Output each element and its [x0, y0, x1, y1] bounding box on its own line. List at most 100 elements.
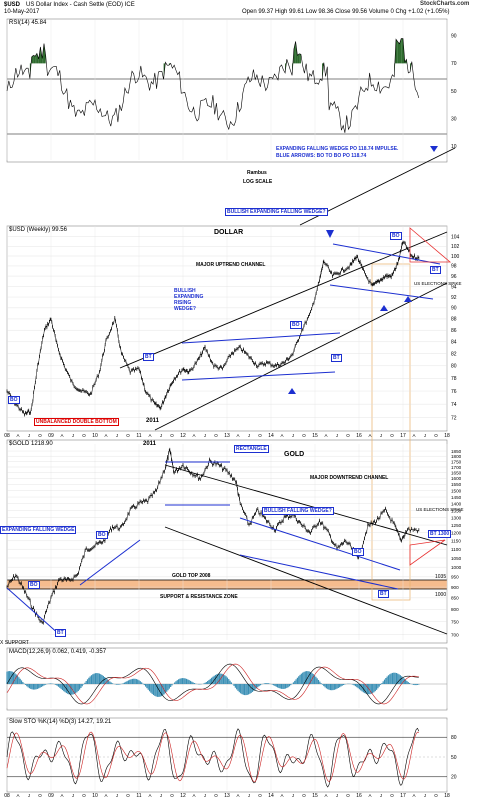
usd-x-tick: J: [72, 433, 74, 438]
usd-y-tick: 84: [451, 340, 457, 346]
us-elections-label: US ELECTIONS SPIKE: [414, 281, 462, 286]
rsi-overbought-fill: [297, 53, 300, 64]
rsi-overbought-fill: [399, 38, 402, 64]
usd-x-tick: A: [192, 433, 195, 438]
gold-y-tick: 900: [451, 585, 459, 590]
blue-arrow-up-usd-1: [288, 388, 296, 394]
rectangle-label: RECTANGLE: [234, 445, 269, 453]
header-ohlc: Open 99.37 High 99.61 Low 98.36 Close 99…: [242, 9, 450, 15]
usd-y-tick: 104: [451, 235, 460, 241]
x-support-label: X SUPPORT: [0, 640, 29, 646]
usd-y-tick: 86: [451, 328, 457, 334]
author-label: Rambus: [247, 170, 267, 176]
usd-y-tick: 92: [451, 295, 457, 301]
usd-y-tick: 82: [451, 351, 457, 357]
stoch-x-tick: A: [236, 793, 239, 798]
gold-wedge-label: BULLISH FALLING WEDGE?: [262, 507, 334, 515]
usd-x-tick: A: [280, 433, 283, 438]
usd-x-tick: 13: [224, 433, 230, 439]
gold-y-tick: 1000: [451, 565, 462, 570]
stoch-x-tick: J: [336, 793, 338, 798]
bo-box: BO: [96, 531, 108, 539]
grid-lines: [6, 20, 448, 790]
usd-y-tick: 88: [451, 317, 457, 323]
rsi-y-tick: 70: [451, 61, 457, 67]
usd-wedge-upper: [181, 332, 341, 344]
stoch-x-tick: A: [16, 793, 19, 798]
stoch-x-tick: O: [170, 793, 174, 798]
major-uptrend-label: MAJOR UPTREND CHANNEL: [196, 262, 266, 268]
stoch-x-tick: 11: [136, 793, 141, 799]
usd-y-tick: 100: [451, 254, 460, 260]
note-line-1: EXPANDING FALLING WEDGE PO 118.74 IMPULS…: [276, 146, 399, 152]
stoch-x-tick: O: [214, 793, 218, 798]
usd-x-tick: J: [248, 433, 250, 438]
note-line-2: BLUE ARROWS: BO TO BO PO 118.74: [276, 153, 367, 159]
stoch-x-tick: A: [192, 793, 195, 798]
usd-x-tick: O: [126, 433, 130, 438]
bt-box: BT: [430, 266, 441, 274]
bo-box: BO: [352, 548, 364, 556]
gold-y-tick: 750: [451, 619, 459, 624]
header-date: 10-May-2017: [4, 9, 40, 15]
stoch-x-tick: O: [346, 793, 350, 798]
usd-y-tick: 94: [451, 284, 457, 290]
stoch-d-line: [6, 731, 419, 783]
bt-box: BT: [331, 354, 342, 362]
gold-downtrend-upper: [164, 464, 448, 546]
stoch-x-tick: 12: [180, 793, 186, 799]
stoch-x-tick: A: [324, 793, 327, 798]
usd-x-tick: 14: [268, 433, 274, 439]
stoch-x-tick: J: [28, 793, 30, 798]
usd-x-tick: A: [412, 433, 415, 438]
stoch-x-tick: A: [412, 793, 415, 798]
stoch-x-tick: J: [160, 793, 162, 798]
gold-red-triangle: [409, 539, 446, 566]
usd-x-tick: O: [214, 433, 218, 438]
usd-x-tick: 09: [48, 433, 54, 439]
gold-wedge-upper: [239, 517, 401, 571]
usd-y-tick: 72: [451, 415, 457, 421]
gold-y-tick: 1300: [451, 515, 462, 520]
usd-y-tick: 78: [451, 376, 457, 382]
stoch-x-tick: 08: [4, 793, 10, 799]
usd-x-tick: O: [258, 433, 262, 438]
stoch-x-tick: O: [38, 793, 42, 798]
stoch-x-tick: 14: [268, 793, 274, 799]
rsi-line: [6, 38, 420, 133]
stoch-k-line: [6, 727, 420, 788]
usd-x-tick: A: [148, 433, 151, 438]
rsi-series: [6, 38, 420, 133]
stoch-x-tick: J: [72, 793, 74, 798]
gold-y-tick: 1500: [451, 488, 462, 493]
stoch-title: Slow STO %K(14) %D(3) 14.27, 19.21: [9, 719, 112, 725]
gold-y-tick: 1400: [451, 501, 462, 506]
usd-x-tick: 16: [356, 433, 362, 439]
usd-x-tick: 11: [136, 433, 141, 439]
bo-box: BO: [390, 232, 402, 240]
stockcharts-logo: StockCharts.com: [420, 1, 470, 7]
usd-price-line: [6, 242, 420, 416]
usd-y-tick: 102: [451, 244, 460, 250]
major-downtrend-label: MAJOR DOWNTREND CHANNEL: [310, 475, 389, 481]
usd-x-tick: A: [324, 433, 327, 438]
axis-labels: 104 102 100 98 96 94 92 90 88 86 84 82 80 78 76 74 72 08 0…: [4, 34, 461, 799]
gold-y-tick: 700: [451, 632, 459, 637]
dollar-label: DOLLAR: [214, 229, 244, 236]
gold-y-tick: 850: [451, 596, 459, 601]
usd-x-tick: A: [104, 433, 107, 438]
bt-box: BT: [55, 629, 66, 637]
stoch-series: [6, 727, 447, 788]
usd-y-tick: 76: [451, 389, 457, 395]
usd-x-tick: J: [28, 433, 30, 438]
usd-price-series: [6, 240, 420, 417]
stoch-x-tick: J: [204, 793, 206, 798]
stoch-x-tick: O: [82, 793, 86, 798]
gold-y-tick: 1850: [451, 449, 462, 454]
usd-x-tick: J: [380, 433, 382, 438]
usd-x-tick: J: [336, 433, 338, 438]
usd-x-tick: A: [368, 433, 371, 438]
scale-label: LOG SCALE: [243, 179, 273, 185]
usd-y-tick: 74: [451, 402, 457, 408]
year-2011-usd: 2011: [146, 418, 160, 424]
